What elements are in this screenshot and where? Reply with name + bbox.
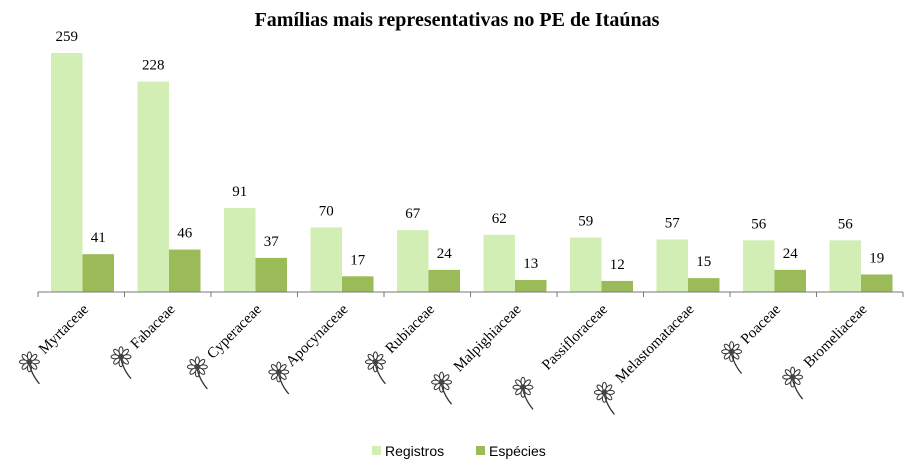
flower-icon bbox=[18, 351, 40, 385]
x-tick-label: Malpighiaceae bbox=[451, 301, 525, 375]
x-tick-label: Melastomataceae bbox=[613, 301, 698, 386]
data-label: 67 bbox=[405, 206, 421, 222]
flower-center bbox=[601, 389, 608, 396]
flower-stem bbox=[522, 390, 534, 410]
x-tick-label: Cyperaceae bbox=[204, 301, 265, 362]
data-label: 17 bbox=[350, 252, 366, 268]
chart-title: Famílias mais representativas no PE de I… bbox=[255, 9, 660, 31]
flower-icon bbox=[268, 361, 290, 395]
flower-stem bbox=[792, 379, 804, 400]
bar bbox=[829, 240, 861, 292]
flower-center bbox=[519, 384, 526, 391]
flower-center bbox=[438, 379, 445, 386]
flower-stem bbox=[120, 359, 132, 380]
bar bbox=[656, 239, 688, 292]
flower-stem bbox=[196, 369, 208, 390]
x-tick-label: Rubiaceae bbox=[383, 301, 439, 357]
legend-label: Espécies bbox=[489, 443, 546, 459]
data-label: 59 bbox=[578, 214, 593, 230]
bar bbox=[688, 278, 720, 292]
bar bbox=[861, 274, 893, 292]
flower-center bbox=[118, 353, 125, 360]
data-label: 15 bbox=[696, 254, 711, 270]
flower-stem bbox=[440, 385, 453, 405]
data-label: 46 bbox=[177, 226, 193, 242]
bar bbox=[51, 53, 83, 292]
data-label: 37 bbox=[264, 234, 280, 250]
flower-stem bbox=[278, 374, 290, 395]
bar bbox=[137, 81, 169, 293]
flower-icon bbox=[512, 376, 534, 410]
data-label: 41 bbox=[91, 230, 106, 246]
flower-center bbox=[275, 368, 282, 375]
legend-swatch bbox=[476, 446, 485, 455]
data-label: 12 bbox=[610, 257, 625, 273]
bar bbox=[515, 280, 547, 292]
bar bbox=[169, 249, 201, 292]
flower-stem bbox=[374, 364, 386, 385]
data-label: 56 bbox=[838, 216, 854, 232]
flower-center bbox=[194, 363, 201, 370]
data-label: 19 bbox=[869, 250, 884, 266]
flower-center bbox=[26, 358, 33, 365]
bar bbox=[342, 276, 374, 292]
flower-icon bbox=[431, 371, 453, 405]
bar bbox=[310, 227, 342, 292]
bar bbox=[601, 280, 633, 292]
bar bbox=[397, 230, 429, 292]
flower-icon bbox=[110, 346, 132, 380]
legend-label: Registros bbox=[385, 443, 444, 459]
x-tick-label: Bromeliaceae bbox=[801, 301, 871, 371]
flower-icon bbox=[593, 381, 615, 415]
data-label: 57 bbox=[665, 215, 681, 231]
data-label: 259 bbox=[56, 29, 79, 45]
bar bbox=[82, 254, 114, 292]
flower-stem bbox=[730, 354, 743, 375]
data-label: 70 bbox=[319, 203, 334, 219]
flower-center bbox=[372, 358, 379, 365]
bar bbox=[743, 240, 775, 292]
data-label: 56 bbox=[751, 216, 767, 232]
x-tick-label: Fabaceae bbox=[128, 301, 179, 352]
flower-icon bbox=[721, 341, 743, 375]
x-tick-label: Apocynaceae bbox=[283, 301, 352, 370]
data-label: 62 bbox=[492, 211, 507, 227]
bar bbox=[255, 257, 287, 292]
flower-icon bbox=[186, 356, 208, 390]
bar bbox=[428, 269, 460, 292]
flower-icon bbox=[782, 366, 804, 400]
data-label: 24 bbox=[783, 246, 799, 262]
data-label: 24 bbox=[437, 246, 453, 262]
legend-swatch bbox=[372, 446, 381, 455]
data-label: 228 bbox=[142, 58, 165, 74]
x-tick-label: Passifloraceae bbox=[539, 301, 611, 373]
x-tick-label: Poaceae bbox=[738, 301, 784, 347]
flower-center bbox=[789, 374, 796, 381]
data-label: 13 bbox=[523, 256, 538, 272]
flower-center bbox=[728, 348, 735, 355]
flower-icon bbox=[364, 351, 386, 385]
bar bbox=[224, 208, 256, 292]
flower-stem bbox=[603, 395, 615, 415]
bar bbox=[483, 234, 515, 292]
data-label: 91 bbox=[232, 184, 247, 200]
flower-stem bbox=[28, 364, 40, 385]
bar bbox=[570, 237, 602, 292]
x-tick-label: Myrtaceae bbox=[36, 301, 92, 357]
bar bbox=[774, 269, 806, 292]
